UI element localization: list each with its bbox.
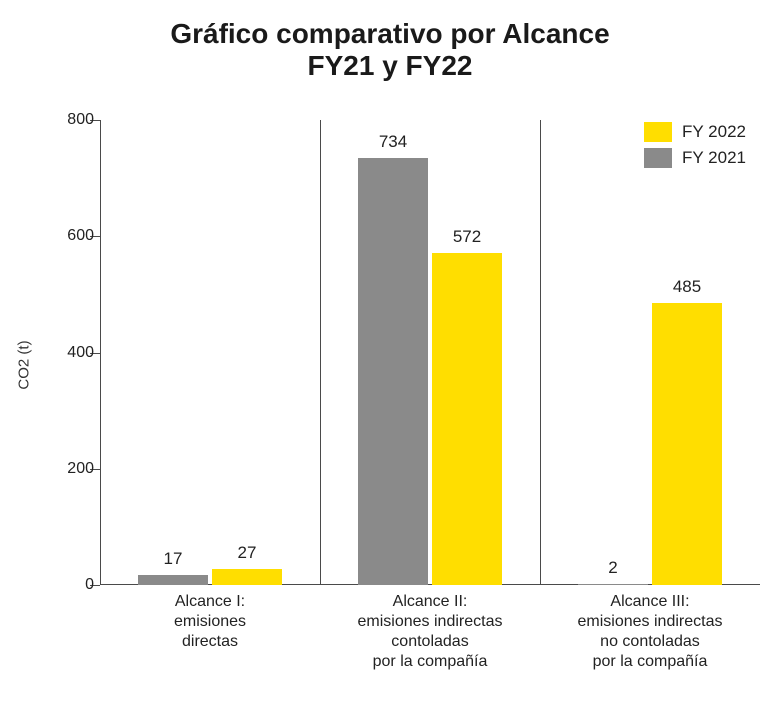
- bar: [138, 575, 208, 585]
- y-tick-label: 800: [50, 111, 94, 129]
- legend-item: FY 2021: [644, 148, 746, 168]
- group-divider: [540, 120, 541, 585]
- category-label: Alcance I: emisiones directas: [130, 592, 290, 652]
- y-tick-label: 600: [50, 227, 94, 245]
- chart-title-line2: FY21 y FY22: [0, 50, 780, 82]
- legend-label: FY 2022: [682, 122, 746, 142]
- legend-swatch: [644, 122, 672, 142]
- bar-value-label: 2: [583, 558, 643, 578]
- chart-area: CO2 (t) FY 2022FY 2021 02004006008001727…: [30, 120, 770, 610]
- legend-swatch: [644, 148, 672, 168]
- legend-label: FY 2021: [682, 148, 746, 168]
- y-tick-label: 400: [50, 344, 94, 362]
- bar-value-label: 572: [437, 227, 497, 247]
- bar-value-label: 734: [363, 132, 423, 152]
- legend-item: FY 2022: [644, 122, 746, 142]
- group-divider: [320, 120, 321, 585]
- y-axis: [100, 120, 101, 585]
- plot-area: FY 2022FY 2021 0200400600800172773457224…: [100, 120, 760, 585]
- y-axis-label: CO2 (t): [16, 340, 33, 389]
- bar: [432, 253, 502, 585]
- legend: FY 2022 FY 2021: [644, 122, 746, 174]
- bar-value-label: 17: [143, 549, 203, 569]
- category-label: Alcance II: emisiones indirectas contola…: [325, 592, 535, 672]
- bar: [358, 158, 428, 585]
- bar-value-label: 27: [217, 543, 277, 563]
- bar: [652, 303, 722, 585]
- bar-value-label: 485: [657, 277, 717, 297]
- chart-title-line1: Gráfico comparativo por Alcance: [0, 18, 780, 50]
- category-label: Alcance III: emisiones indirectas no con…: [545, 592, 755, 672]
- bar: [212, 569, 282, 585]
- y-tick-label: 0: [50, 576, 94, 594]
- y-tick-label: 200: [50, 460, 94, 478]
- bar: [578, 584, 648, 585]
- chart-title: Gráfico comparativo por Alcance FY21 y F…: [0, 18, 780, 82]
